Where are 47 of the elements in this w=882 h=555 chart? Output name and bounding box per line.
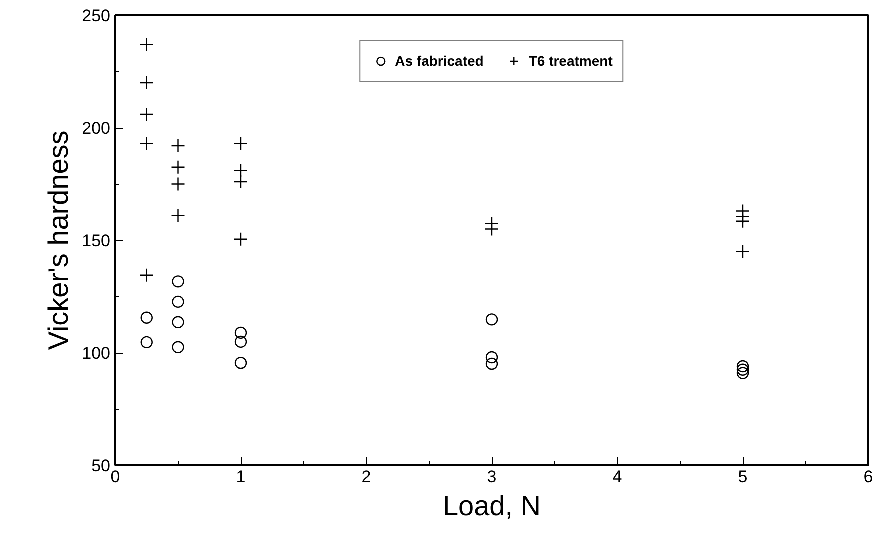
y-tick-label: 250 [82, 6, 111, 26]
point [234, 326, 248, 340]
point [140, 136, 154, 151]
x-tick-label: 3 [487, 468, 497, 486]
x-tick-label: 6 [864, 468, 874, 486]
point [140, 38, 154, 52]
point [486, 314, 498, 326]
x-tick-label: 2 [362, 468, 372, 486]
x-axis-title: Load, N [442, 490, 542, 522]
y-tick-label: 150 [82, 232, 111, 250]
point [172, 296, 184, 308]
point [736, 364, 750, 376]
x-tick-label: 0 [110, 468, 120, 486]
point [172, 276, 184, 288]
point [171, 160, 186, 174]
legend-label: As fabricated [395, 53, 484, 69]
point [140, 107, 154, 122]
point [484, 222, 500, 236]
point [172, 316, 184, 328]
point [171, 177, 186, 192]
point [234, 164, 248, 178]
point [140, 336, 153, 349]
point [140, 312, 153, 324]
point [172, 341, 184, 354]
point [140, 268, 154, 282]
x-tick-label: 1 [236, 468, 246, 486]
point [736, 360, 750, 373]
point [736, 214, 750, 228]
y-axis-title: Vicker's hardness [43, 130, 74, 350]
point [736, 244, 750, 259]
point [234, 174, 248, 190]
point [140, 76, 154, 90]
y-tick-label: 200 [82, 119, 111, 138]
point [234, 336, 248, 348]
point [171, 208, 186, 223]
legend-label: T6 treatment [528, 53, 613, 69]
point [234, 357, 248, 370]
y-tick-label: 50 [92, 456, 111, 476]
y-tick-label: 100 [82, 344, 111, 363]
point [171, 138, 186, 154]
point [486, 351, 498, 364]
x-tick-label: 5 [738, 468, 748, 486]
point [486, 358, 498, 370]
point [234, 232, 248, 246]
point [234, 136, 248, 151]
x-tick-label: 4 [612, 468, 622, 486]
point [736, 367, 750, 380]
